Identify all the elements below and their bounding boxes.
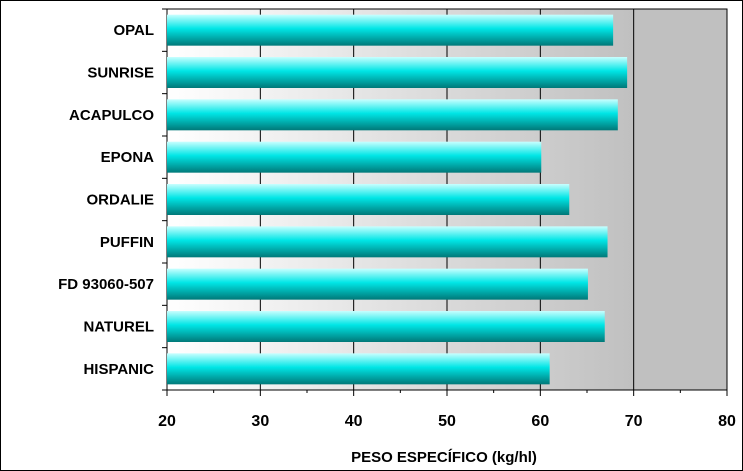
y-category-label: PUFFIN	[100, 234, 154, 251]
x-tick-label: 60	[531, 413, 549, 430]
x-tick-label: 80	[718, 413, 736, 430]
x-tick-label: 40	[345, 413, 363, 430]
x-tick-label: 30	[251, 413, 269, 430]
y-category-label: SUNRISE	[87, 65, 154, 82]
x-tick-label: 70	[625, 413, 643, 430]
bar	[167, 141, 542, 173]
bar	[167, 184, 570, 215]
y-category-label: HISPANIC	[83, 361, 154, 378]
bar	[167, 57, 628, 88]
bar	[167, 14, 614, 46]
bar	[167, 99, 618, 131]
y-category-label: NATUREL	[83, 319, 154, 336]
x-axis-title: PESO ESPECÍFICO (kg/hl)	[351, 449, 537, 466]
bar	[167, 268, 588, 300]
y-category-label: OPAL	[113, 22, 154, 39]
bar	[167, 353, 550, 385]
bar	[167, 226, 608, 258]
y-category-label: ORDALIE	[87, 192, 155, 209]
x-tick-label: 20	[158, 413, 176, 430]
y-category-label: ACAPULCO	[69, 107, 154, 124]
plot-area-shaded-region	[633, 9, 727, 390]
y-category-label: FD 93060-507	[58, 276, 154, 293]
x-tick-label: 50	[438, 413, 456, 430]
bar	[167, 311, 605, 342]
y-category-label: EPONA	[101, 149, 155, 166]
